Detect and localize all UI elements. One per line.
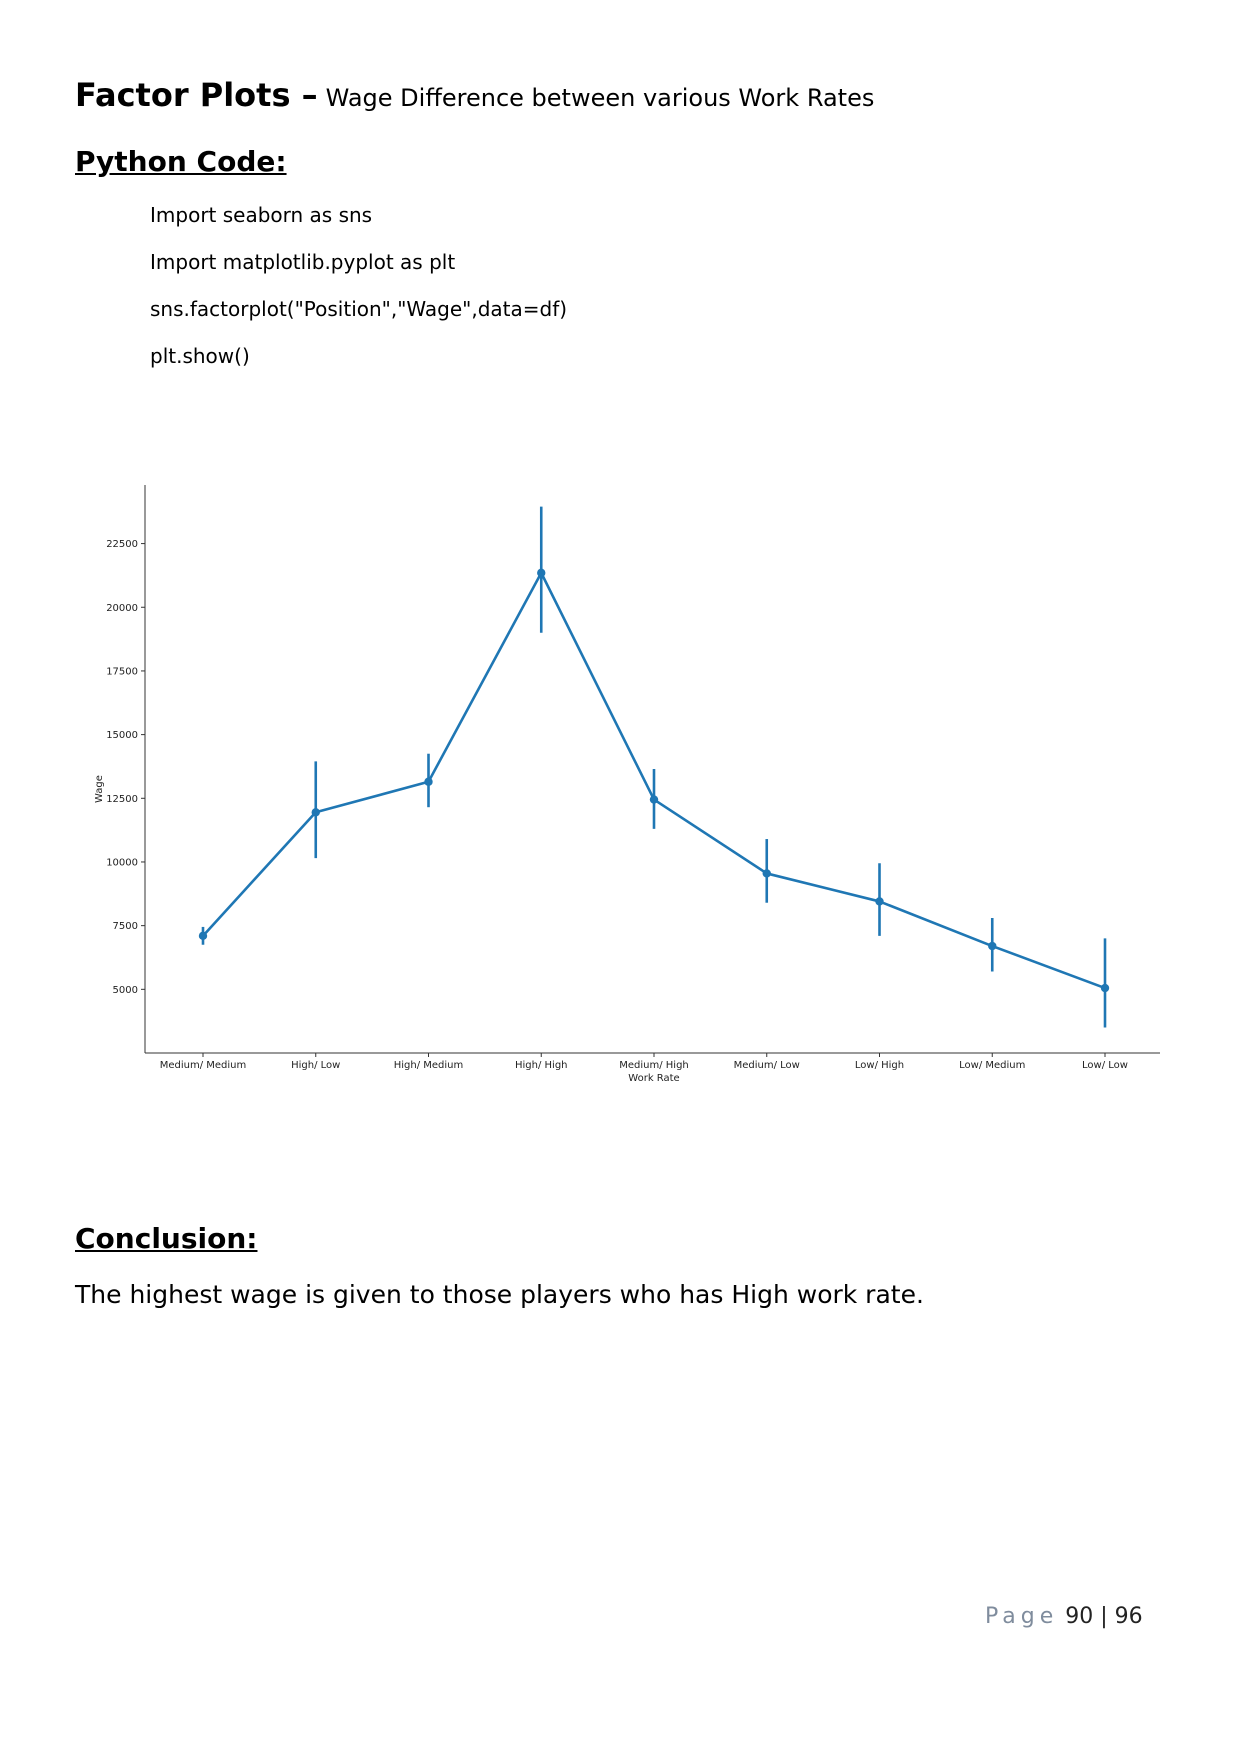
y-tick-label: 22500 — [106, 539, 138, 550]
data-point — [198, 931, 208, 941]
y-axis-ticks: 5000 7500 10000 12500 15000 17500 20000 22500 — [106, 539, 145, 996]
code-line-4: plt.show() — [150, 344, 250, 368]
data-point — [649, 795, 659, 804]
data-point — [875, 897, 884, 906]
page-footer: Page 90 | 96 — [985, 1604, 1143, 1629]
x-tick-label: Low/ High — [855, 1060, 904, 1071]
y-tick-label: 20000 — [106, 603, 138, 614]
page-numbers: 90 | 96 — [1065, 1604, 1143, 1629]
conclusion-text: The highest wage is given to those playe… — [75, 1280, 924, 1309]
x-tick-label: High/ High — [515, 1060, 568, 1071]
python-code-title: Python Code: — [75, 145, 287, 178]
page-word: Page — [985, 1604, 1059, 1629]
y-tick-label: 10000 — [106, 857, 138, 868]
heading-main: Factor Plots – — [75, 76, 318, 114]
wage-factor-plot: 5000 7500 10000 12500 15000 17500 20000 22500 M… — [94, 485, 1160, 1084]
x-axis-ticks: Medium/ Medium High/ Low High/ Medium High/… — [160, 1053, 1128, 1071]
code-line-3: sns.factorplot("Position","Wage",data=df… — [150, 297, 568, 321]
x-tick-label: Low/ Low — [1082, 1060, 1128, 1071]
x-axis-label: Work Rate — [628, 1073, 679, 1084]
y-tick-label: 5000 — [113, 985, 138, 996]
data-point — [311, 808, 320, 817]
code-line-1: Import seaborn as sns — [150, 203, 373, 227]
page-heading: Factor Plots – Wage Difference between va… — [75, 76, 874, 114]
y-axis-label: Wage — [94, 775, 105, 803]
x-tick-label: Medium/ Low — [734, 1060, 800, 1071]
x-tick-label: Medium/ Medium — [160, 1060, 247, 1071]
data-point — [424, 777, 433, 786]
error-bars — [201, 506, 1107, 1028]
x-tick-label: High/ Medium — [394, 1060, 464, 1071]
data-point — [988, 941, 997, 951]
y-tick-label: 12500 — [106, 794, 138, 805]
data-points — [198, 568, 1110, 993]
y-tick-label: 7500 — [113, 921, 138, 932]
chart-axes — [144, 485, 1160, 1054]
x-tick-label: Low/ Medium — [959, 1060, 1025, 1071]
data-point — [1100, 983, 1110, 993]
y-tick-label: 15000 — [106, 730, 138, 741]
y-tick-label: 17500 — [106, 666, 138, 677]
conclusion-title: Conclusion: — [75, 1222, 258, 1255]
data-point — [762, 869, 771, 878]
x-tick-label: High/ Low — [291, 1060, 340, 1071]
x-tick-label: Medium/ High — [619, 1060, 689, 1071]
data-point — [537, 568, 546, 578]
code-line-2: Import matplotlib.pyplot as plt — [150, 250, 456, 274]
heading-subtitle: Wage Difference between various Work Rat… — [325, 84, 875, 112]
